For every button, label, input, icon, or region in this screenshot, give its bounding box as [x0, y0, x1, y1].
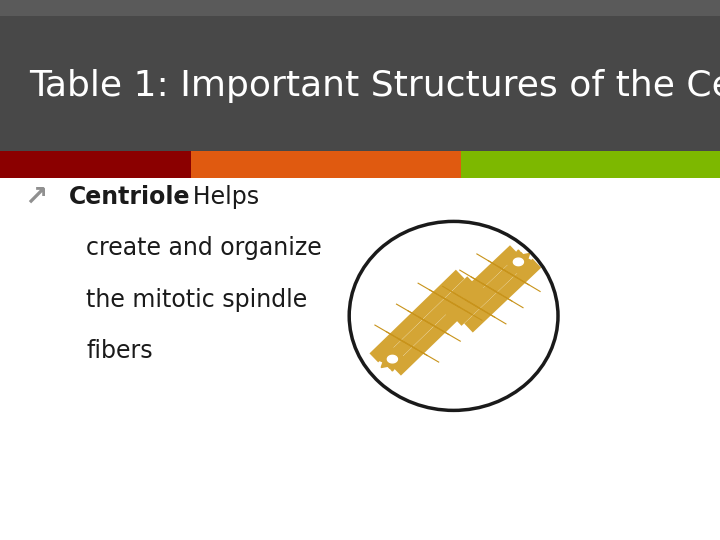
Polygon shape: [377, 347, 408, 371]
Text: ↗: ↗: [24, 183, 48, 211]
Text: the mitotic spindle: the mitotic spindle: [86, 288, 307, 312]
Polygon shape: [387, 355, 397, 363]
Polygon shape: [503, 250, 534, 274]
FancyBboxPatch shape: [461, 151, 720, 178]
Text: fibers: fibers: [86, 339, 153, 363]
Text: create and organize: create and organize: [86, 237, 322, 260]
Polygon shape: [513, 258, 523, 266]
FancyBboxPatch shape: [0, 151, 191, 178]
FancyBboxPatch shape: [191, 151, 461, 178]
Text: Table 1: Important Structures of the Cell: Table 1: Important Structures of the Cel…: [29, 70, 720, 103]
Text: Centriole: Centriole: [68, 185, 190, 209]
FancyBboxPatch shape: [0, 0, 720, 16]
Text: – Helps: – Helps: [166, 185, 258, 209]
FancyBboxPatch shape: [0, 16, 720, 151]
